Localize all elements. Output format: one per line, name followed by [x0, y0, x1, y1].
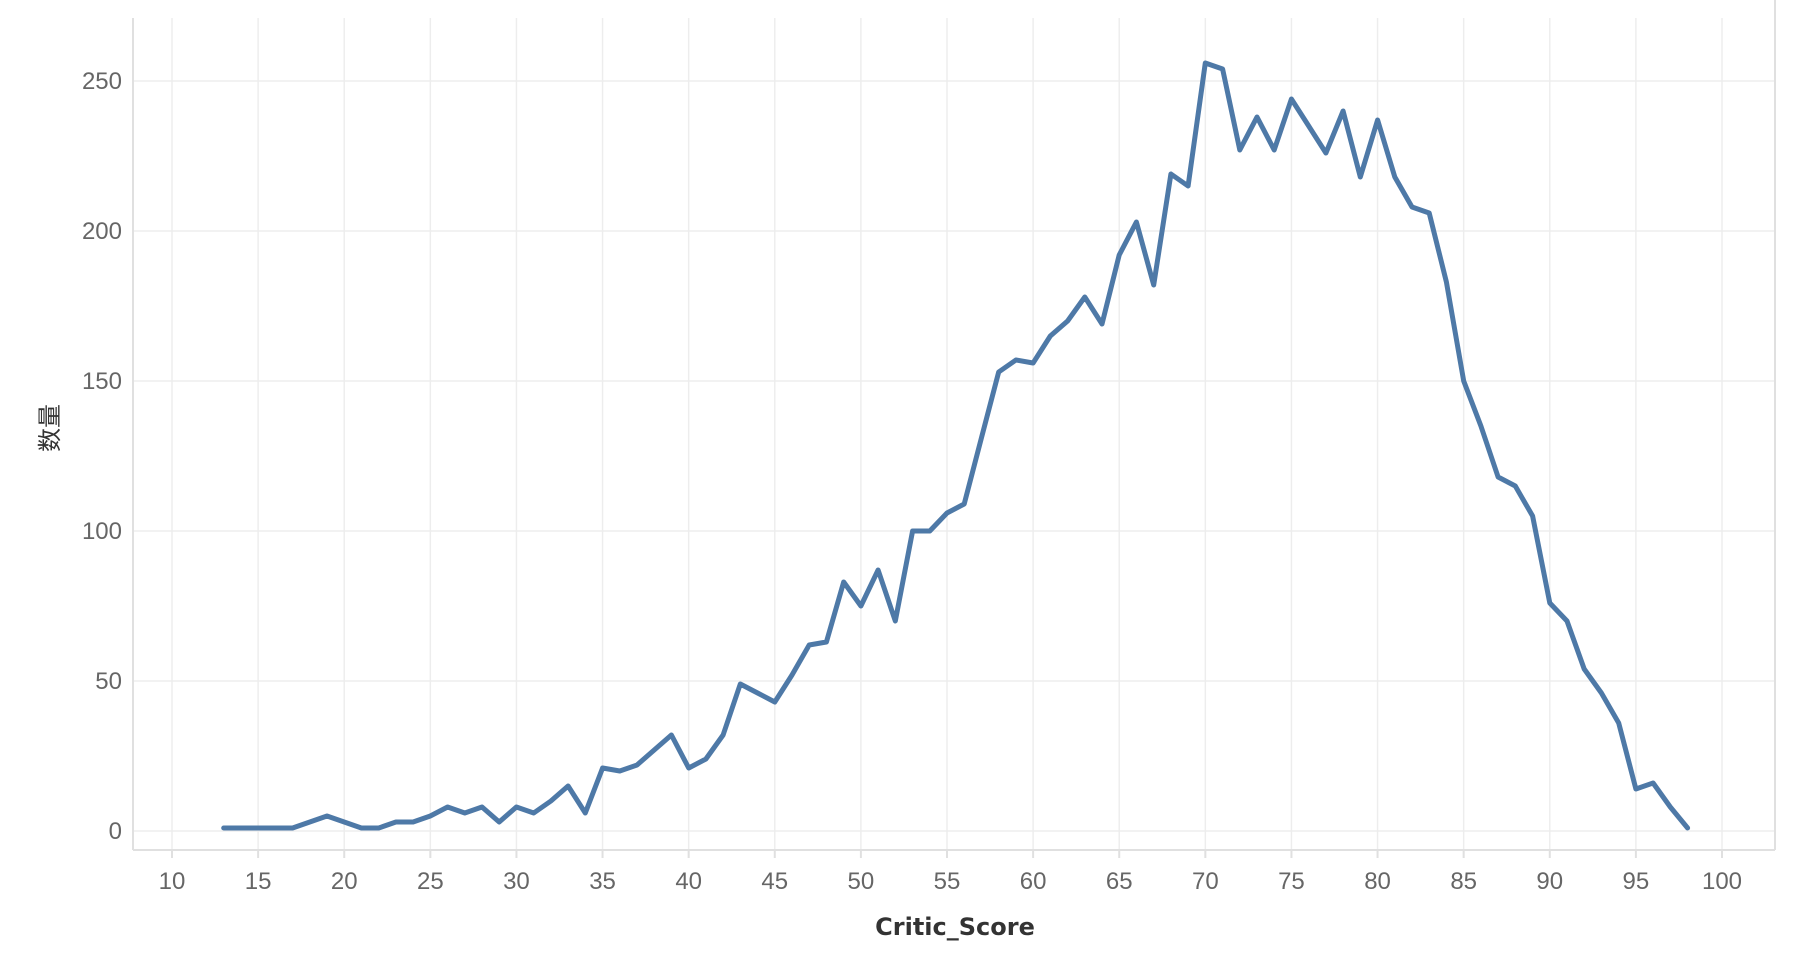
x-tick-label: 95 [1623, 868, 1650, 895]
series-group [221, 60, 1691, 831]
y-axis-title: 数量 [36, 404, 64, 452]
x-tick-label: 100 [1702, 868, 1742, 895]
y-tick-label: 200 [82, 218, 122, 245]
x-tick-label: 55 [934, 868, 961, 895]
x-tick-label: 20 [331, 868, 358, 895]
x-axis-title: Critic_Score [875, 913, 1035, 941]
series-line-0 [221, 60, 1691, 831]
y-tick-label: 150 [82, 368, 122, 395]
x-tick-label: 50 [848, 868, 875, 895]
y-tick-label: 100 [82, 518, 122, 545]
tick-labels: 10 15 20 25 30 35 40 45 50 55 60 65 70 75 80 85 90 95 100 0… [82, 68, 1742, 895]
x-tick-label: 60 [1020, 868, 1047, 895]
x-tick-label: 25 [417, 868, 444, 895]
x-tick-label: 10 [159, 868, 186, 895]
x-tick-label: 70 [1192, 868, 1219, 895]
x-tick-label: 30 [503, 868, 530, 895]
axes [132, 0, 1776, 858]
y-tick-label: 50 [95, 668, 122, 695]
x-tick-label: 90 [1536, 868, 1563, 895]
x-tick-label: 75 [1278, 868, 1305, 895]
x-tick-label: 45 [761, 868, 788, 895]
x-tick-label: 40 [675, 868, 702, 895]
x-tick-label: 85 [1450, 868, 1477, 895]
y-tick-label: 0 [109, 818, 122, 845]
x-tick-label: 15 [245, 868, 272, 895]
y-tick-label: 250 [82, 68, 122, 95]
x-tick-label: 80 [1364, 868, 1391, 895]
grid-lines [133, 18, 1775, 850]
x-tick-label: 35 [589, 868, 616, 895]
x-tick-label: 65 [1106, 868, 1133, 895]
